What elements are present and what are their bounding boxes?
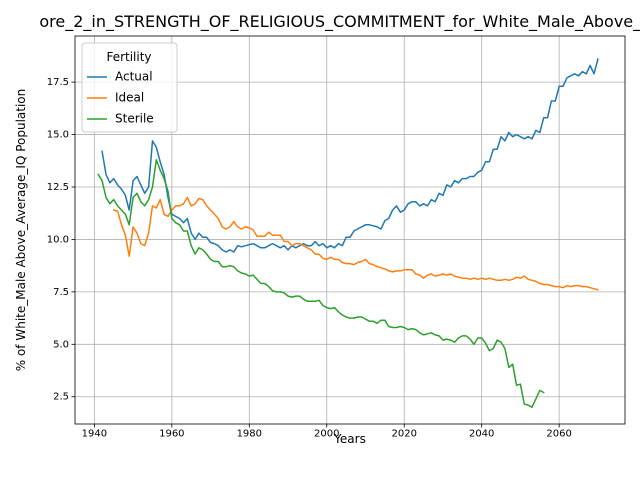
plot-frame — [74, 35, 626, 425]
x-axis-label: Years — [333, 432, 366, 446]
series-line-sterile — [97, 158, 545, 408]
x-tick-label: 1940 — [82, 428, 107, 439]
series-line-actual — [101, 58, 599, 253]
y-tick-label: 15.0 — [47, 130, 69, 141]
y-axis-label: % of White_Male Above_Average_IQ Populat… — [14, 89, 28, 372]
series-line-ideal — [112, 196, 599, 291]
x-tick-label: 2040 — [469, 428, 494, 439]
legend-frame — [81, 42, 178, 133]
legend: Fertility Actual Ideal Sterile — [81, 42, 178, 133]
legend-label-ideal: Ideal — [115, 91, 144, 105]
x-tick-label: 2000 — [314, 428, 339, 439]
legend-label-actual: Actual — [115, 70, 153, 84]
y-axis-ticks: 2.5 5.0 7.5 10.0 12.5 15.0 17.5 — [47, 77, 75, 403]
chart-title: ore_2_in_STRENGTH_OF_RELIGIOUS_COMMITMEN… — [39, 12, 640, 32]
x-tick-label: 2060 — [546, 428, 571, 439]
series-lines — [97, 58, 599, 408]
y-tick-label: 12.5 — [47, 182, 69, 193]
y-tick-label: 7.5 — [53, 287, 69, 298]
y-tick-label: 2.5 — [53, 392, 69, 403]
y-tick-label: 5.0 — [53, 339, 69, 350]
legend-label-sterile: Sterile — [115, 112, 154, 126]
x-tick-label: 1980 — [237, 428, 262, 439]
y-tick-label: 10.0 — [47, 234, 69, 245]
grid — [75, 36, 625, 424]
x-tick-label: 2020 — [391, 428, 416, 439]
x-tick-label: 1960 — [159, 428, 184, 439]
y-tick-label: 17.5 — [47, 77, 69, 88]
legend-title: Fertility — [106, 50, 151, 64]
x-axis-ticks: 1940 1960 1980 2000 2020 2040 2060 — [82, 424, 572, 439]
